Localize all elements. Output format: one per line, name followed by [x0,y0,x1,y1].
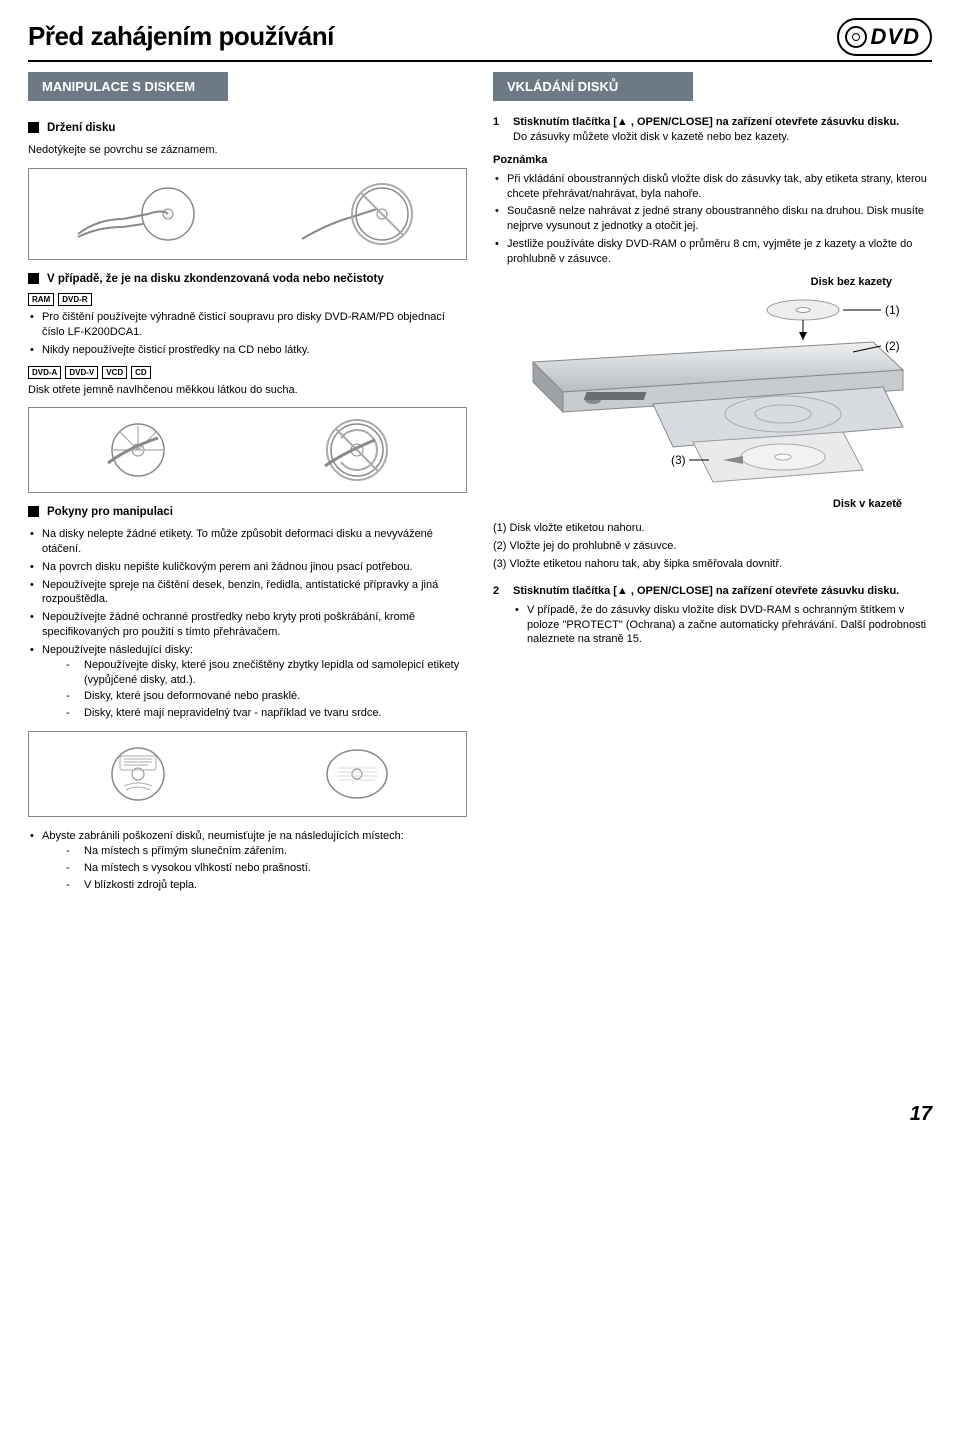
handling-d1: Nepoužívejte disky, které jsou znečištěn… [66,658,467,688]
badge-cd: CD [131,366,151,379]
heading-condensation: V případě, že je na disku zkondenzovaná … [28,272,467,288]
badge-ram: RAM [28,293,54,306]
step-1-bold: Stisknutím tlačítka [▲ , OPEN/CLOSE] na … [513,116,899,128]
wipe-circular-wrong-icon [297,418,417,482]
storage-d2: Na místech s vysokou vlhkostí nebo prašn… [66,861,467,876]
step-1: 1 Stisknutím tlačítka [▲ , OPEN/CLOSE] n… [493,115,932,145]
badge-dvda: DVD-A [28,366,61,379]
legend-2: (2) Vložte jej do prohlubně v zásuvce. [493,539,932,554]
handling-b5-text: Nepoužívejte následující disky: [42,644,193,656]
legend-1: (1) Disk vložte etiketou nahoru. [493,521,932,536]
heading-condensation-text: V případě, že je na disku zkondenzovaná … [47,272,384,288]
step-1-text: Do zásuvky můžete vložit disk v kazetě n… [513,131,789,143]
handling-b3: Nepoužívejte spreje na čištění desek, be… [28,578,467,608]
note-title: Poznámka [493,153,932,168]
storage-intro: Abyste zabránili poškození disků, neumis… [28,829,467,892]
heading-hold-disc-text: Držení disku [47,121,115,137]
hand-hold-wrong-icon [287,179,427,249]
left-column: MANIPULACE S DISKEM Držení disku Nedotýk… [28,72,467,901]
note-b2: Současně nelze nahrávat z jedné strany o… [493,204,932,234]
step-2-bullet: V případě, že do zásuvky disku vložíte d… [513,603,932,648]
note-bullets: Při vkládání oboustranných disků vložte … [493,172,932,267]
step-1-body: Stisknutím tlačítka [▲ , OPEN/CLOSE] na … [513,115,899,145]
clean-bullets: Pro čištění používejte výhradně čisticí … [28,310,467,358]
caption-disk-no-cassette: Disk bez kazety [493,275,932,290]
heading-handling: Pokyny pro manipulaci [28,505,467,521]
storage-d3: V blízkosti zdrojů tepla. [66,878,467,893]
dvd-player-tray-icon: (1) (2) [503,292,923,492]
handling-d3: Disky, které mají nepravidelný tvar - na… [66,706,467,721]
badge-dvdr: DVD-R [58,293,91,306]
disc-icon [845,26,867,48]
callout-2: (2) [885,339,900,353]
wipe-text: Disk otřete jemně navlhčenou měkkou látk… [28,383,467,398]
illustration-bad-discs [28,731,467,817]
storage-d1: Na místech s přímým slunečním zářením. [66,844,467,859]
handling-b4: Nepoužívejte žádné ochranné prostředky n… [28,610,467,640]
dvd-logo-text: DVD [871,22,920,52]
badge-dvdv: DVD-V [65,366,98,379]
badge-vcd: VCD [102,366,127,379]
step-2-body: Stisknutím tlačítka [▲ , OPEN/CLOSE] na … [513,584,932,655]
step-2-bullet-text: V případě, že do zásuvky disku vložíte d… [527,604,926,646]
badge-row-1: RAM DVD-R [28,293,467,306]
illustration-wipe [28,407,467,493]
step-2-bold: Stisknutím tlačítka [▲ , OPEN/CLOSE] na … [513,585,899,597]
heading-hold-disc: Držení disku [28,121,467,137]
clean-bullet-2: Nikdy nepoužívejte čisticí prostředky na… [28,343,467,358]
step-1-number: 1 [493,115,505,145]
wipe-radial-icon [78,418,198,482]
hold-disc-text: Nedotýkejte se povrchu se záznamem. [28,143,467,158]
clean-bullet-1: Pro čištění používejte výhradně čisticí … [28,310,467,340]
device-figure: Disk bez kazety (1) [493,275,932,512]
step-2: 2 Stisknutím tlačítka [▲ , OPEN/CLOSE] n… [493,584,932,655]
page-title: Před zahájením používání [28,19,334,54]
legend-3: (3) Vložte etiketou nahoru tak, aby šipk… [493,557,932,572]
page-number: 17 [28,1101,932,1128]
right-column: VKLÁDÁNÍ DISKŮ 1 Stisknutím tlačítka [▲ … [493,72,932,901]
sticker-disc-icon [78,742,198,806]
section-tab-handling: MANIPULACE S DISKEM [28,72,228,102]
illustration-hold [28,168,467,260]
storage-intro-text: Abyste zabránili poškození disků, neumis… [42,830,404,842]
note-b3: Jestliže používáte disky DVD-RAM o průmě… [493,237,932,267]
heading-handling-text: Pokyny pro manipulaci [47,505,173,521]
badge-row-2: DVD-A DVD-V VCD CD [28,366,467,379]
callout-3: (3) [671,453,686,467]
handling-b1: Na disky nelepte žádné etikety. To může … [28,527,467,557]
step-2-bullets: V případě, že do zásuvky disku vložíte d… [513,603,932,648]
handling-bullets: Na disky nelepte žádné etikety. To může … [28,527,467,721]
handling-d2: Disky, které jsou deformované nebo prask… [66,689,467,704]
callout-1: (1) [885,303,900,317]
handling-b5: Nepoužívejte následující disky: Nepoužív… [28,643,467,721]
storage-dashes: Na místech s přímým slunečním zářením. N… [42,844,467,893]
dvd-logo: DVD [837,18,932,56]
heart-disc-icon [297,742,417,806]
caption-disk-in-cassette: Disk v kazetě [833,497,902,512]
hand-hold-correct-icon [68,179,208,249]
content-columns: MANIPULACE S DISKEM Držení disku Nedotýk… [28,72,932,901]
page-header: Před zahájením používání DVD [28,18,932,62]
handling-b2: Na povrch disku nepište kuličkovým perem… [28,560,467,575]
section-tab-insert: VKLÁDÁNÍ DISKŮ [493,72,693,102]
note-b1: Při vkládání oboustranných disků vložte … [493,172,932,202]
step-2-number: 2 [493,584,505,655]
storage-bullets: Abyste zabránili poškození disků, neumis… [28,829,467,892]
handling-dashes: Nepoužívejte disky, které jsou znečištěn… [42,658,467,721]
